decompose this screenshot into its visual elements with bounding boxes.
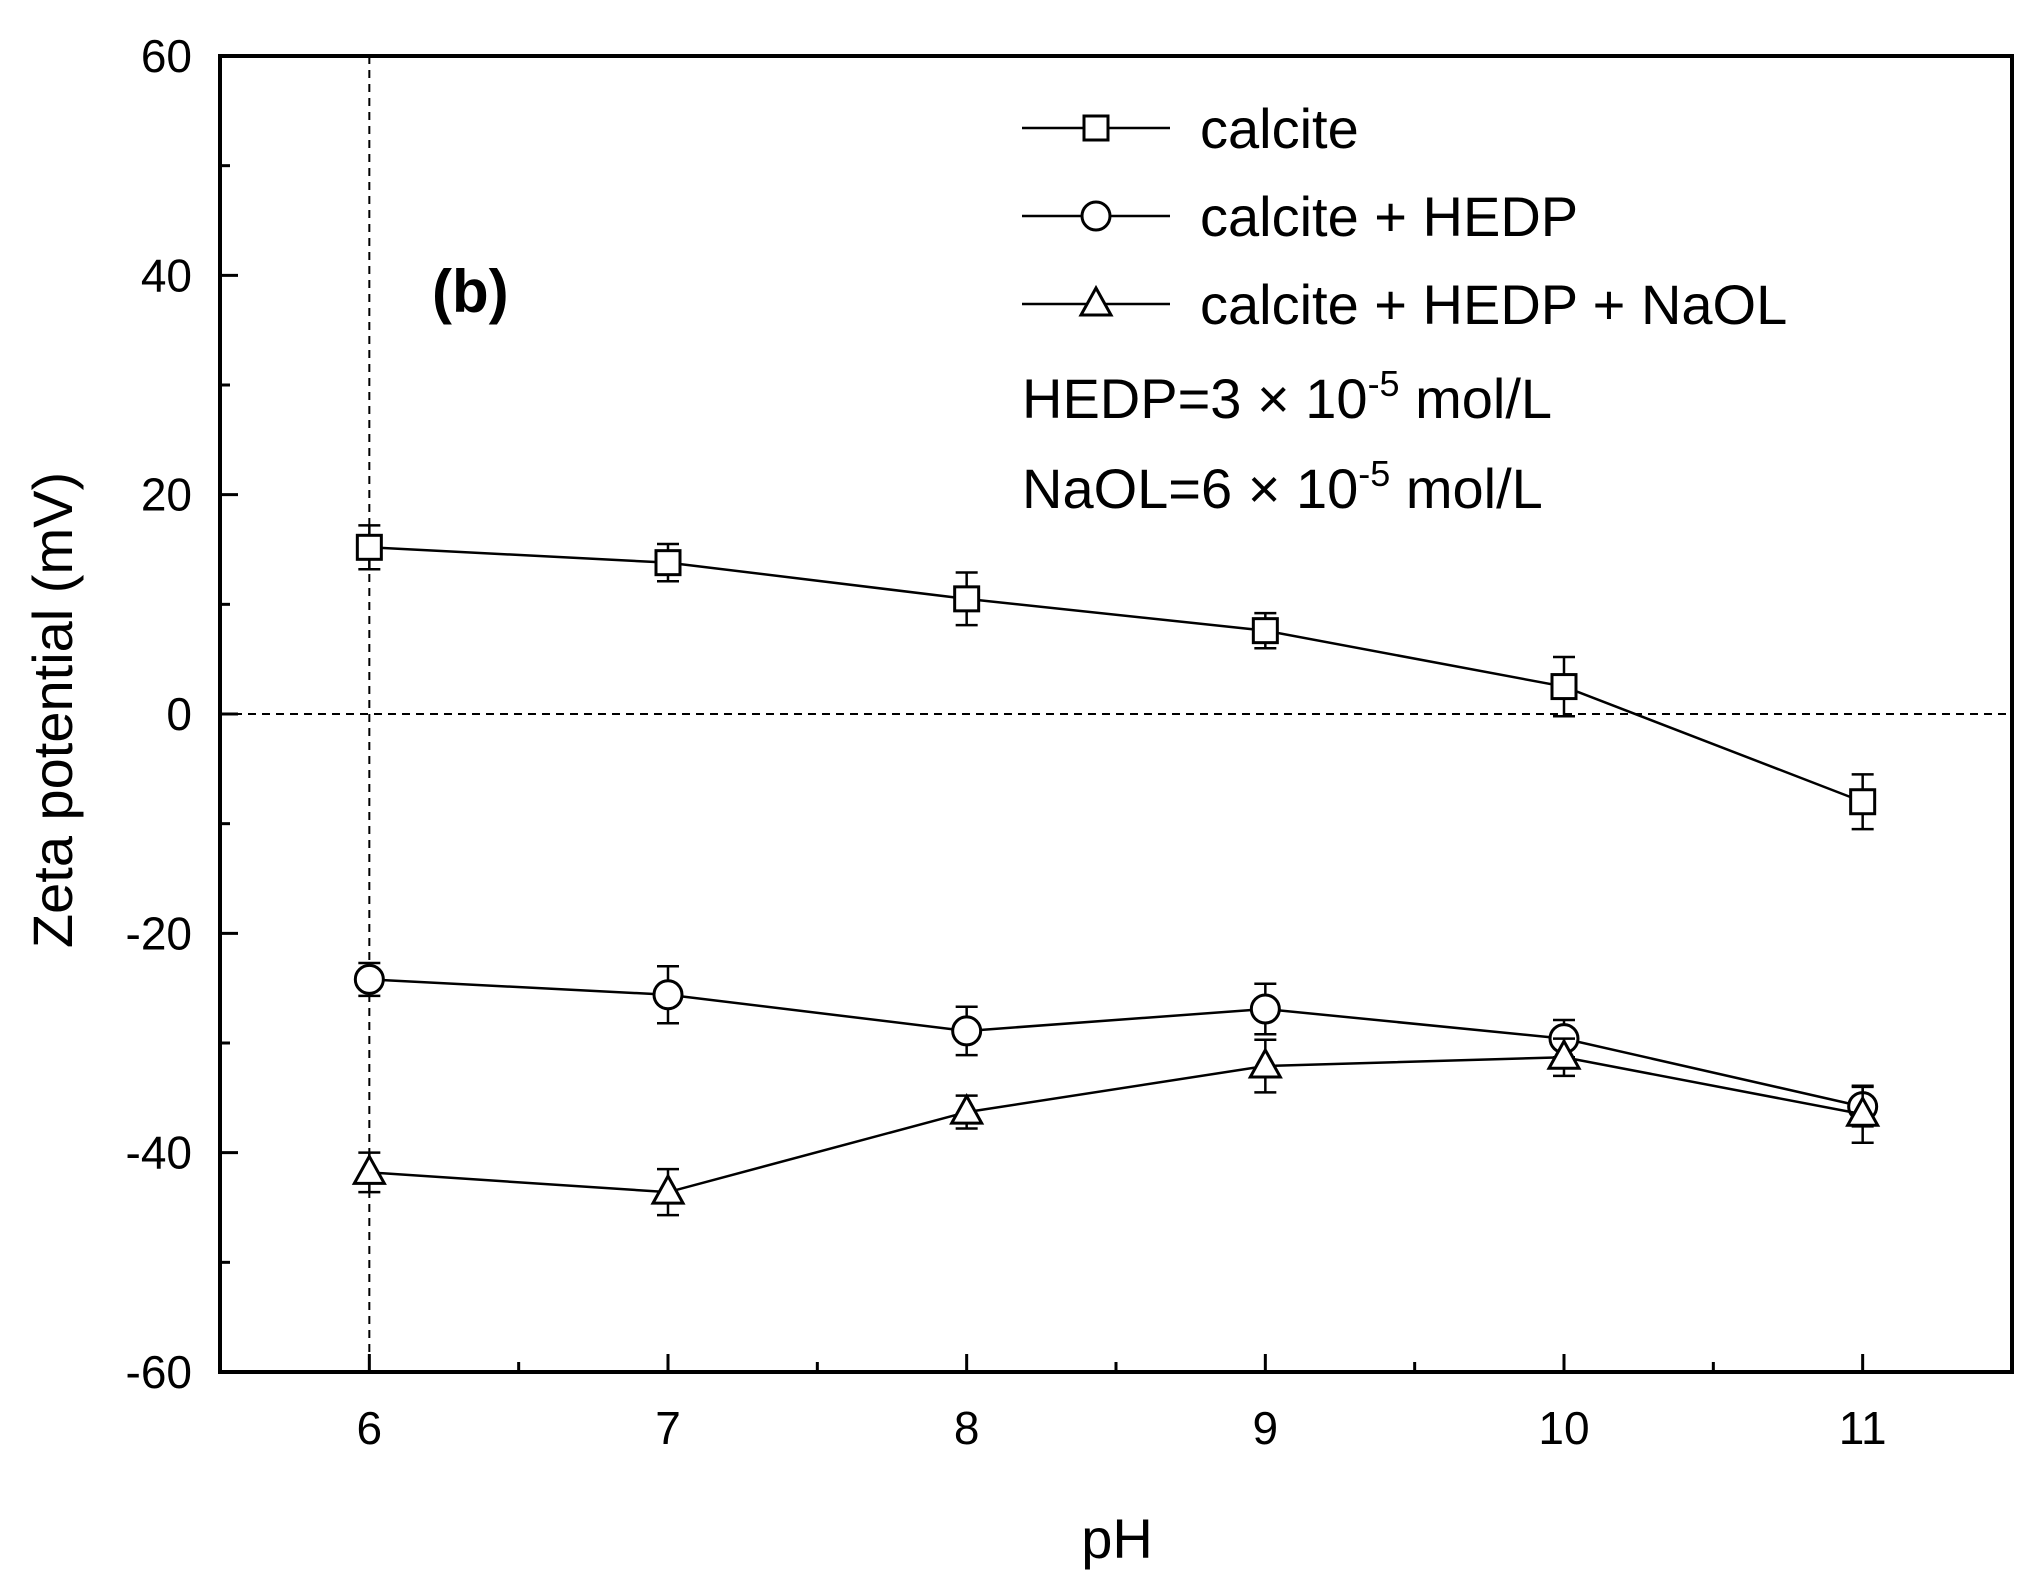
data-point-square xyxy=(1849,788,1877,816)
data-point-square xyxy=(654,549,682,577)
y-tick-label: -60 xyxy=(126,1346,192,1398)
x-tick-label: 11 xyxy=(1839,1402,1887,1454)
panel-label: (b) xyxy=(432,258,509,325)
note-exponent: -5 xyxy=(1358,453,1390,494)
series-line xyxy=(369,546,1864,803)
data-point-triangle xyxy=(1546,1038,1582,1070)
legend-label: calcite + HEDP + NaOL xyxy=(1200,273,1787,336)
series-line xyxy=(369,1056,1863,1194)
data-point-square xyxy=(1550,673,1578,701)
series-square xyxy=(355,524,1877,831)
note-base: 10 xyxy=(1296,457,1358,520)
data-point-circle xyxy=(652,979,684,1011)
legend-item: calcite xyxy=(1022,97,1359,160)
note-prefix: NaOL=6 xyxy=(1022,457,1248,520)
note-unit: mol/L xyxy=(1390,457,1543,520)
legend-marker-circle xyxy=(1080,200,1112,232)
ticks-layer: 6 7 8 9 10 11 -60 -40 -20 0 20 40 60 xyxy=(126,30,2014,1454)
concentration-note: NaOL=6 × 10-5 mol/L xyxy=(1022,453,1543,520)
data-point-square xyxy=(1251,617,1279,645)
y-axis-title: Zeta potential (mV) xyxy=(21,472,84,948)
data-point-circle xyxy=(353,963,385,995)
legend-label: calcite xyxy=(1200,97,1359,160)
series-layer xyxy=(351,524,1881,1217)
data-point-circle xyxy=(1249,993,1281,1025)
legend: calcite calcite + HEDP calcite + HEDP + Na… xyxy=(1022,97,1787,520)
note-base: 10 xyxy=(1305,367,1367,430)
x-axis-title: pH xyxy=(1081,1507,1153,1570)
legend-marker-square xyxy=(1082,114,1110,142)
y-tick-label: -40 xyxy=(126,1127,192,1179)
data-point-triangle xyxy=(949,1093,985,1125)
y-tick-label: 60 xyxy=(141,30,192,82)
x-tick-label: 10 xyxy=(1538,1402,1589,1454)
data-point-square xyxy=(953,585,981,613)
note-times: × xyxy=(1248,457,1296,520)
data-point-triangle xyxy=(351,1153,387,1185)
data-point-circle xyxy=(951,1015,983,1047)
legend-item: calcite + HEDP xyxy=(1022,185,1578,248)
legend-item: calcite + HEDP + NaOL xyxy=(1022,273,1787,336)
y-tick-label: -20 xyxy=(126,907,192,959)
series-triangle xyxy=(351,1037,1881,1217)
data-point-triangle xyxy=(650,1173,686,1205)
y-tick-label: 40 xyxy=(141,249,192,301)
legend-label: calcite + HEDP xyxy=(1200,185,1578,248)
data-point-square xyxy=(355,533,383,561)
data-point-triangle xyxy=(1845,1095,1881,1127)
y-tick-label: 20 xyxy=(141,469,192,521)
note-exponent: -5 xyxy=(1368,363,1400,404)
note-unit: mol/L xyxy=(1400,367,1553,430)
data-point-triangle xyxy=(1247,1046,1283,1079)
x-tick-label: 6 xyxy=(357,1402,383,1454)
series-line xyxy=(369,978,1863,1108)
x-tick-label: 8 xyxy=(954,1402,980,1454)
note-times: × xyxy=(1257,367,1305,430)
x-tick-label: 9 xyxy=(1253,1402,1279,1454)
legend-marker-triangle xyxy=(1078,284,1114,317)
note-prefix: HEDP=3 xyxy=(1022,367,1257,430)
concentration-note: HEDP=3 × 10-5 mol/L xyxy=(1022,363,1552,430)
x-tick-label: 7 xyxy=(655,1402,681,1454)
y-tick-label: 0 xyxy=(166,688,192,740)
